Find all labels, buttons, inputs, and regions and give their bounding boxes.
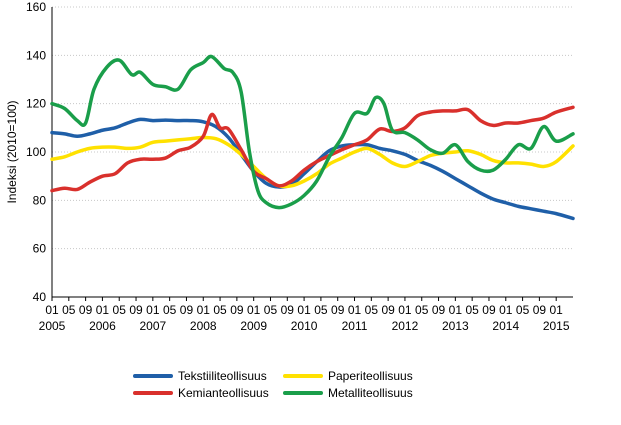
y-axis-ticks: 40 60 80 100 120 140 160 <box>26 0 46 304</box>
x-year-label: 2013 <box>442 319 469 333</box>
x-tick-label: 01 <box>348 303 362 317</box>
x-year-label: 2010 <box>291 319 318 333</box>
series-line-kemianteollisuus <box>50 105 575 193</box>
x-tick-label: 05 <box>62 303 76 317</box>
x-tick-label: 01 <box>297 303 311 317</box>
series-line-metalliteollisuus <box>50 54 575 210</box>
x-tick-label: 05 <box>314 303 328 317</box>
x-tick-label: 09 <box>482 303 496 317</box>
series-lines <box>50 54 575 221</box>
x-tick-label: 01 <box>146 303 160 317</box>
x-tick-label: 09 <box>281 303 295 317</box>
x-year-label: 2009 <box>240 319 267 333</box>
x-tick-label: 09 <box>230 303 244 317</box>
x-tick-label: 05 <box>213 303 227 317</box>
x-tick-label: 09 <box>79 303 93 317</box>
x-tick-label: 05 <box>113 303 127 317</box>
x-tick-label: 05 <box>516 303 530 317</box>
y-tick-label: 80 <box>33 193 47 207</box>
x-year-label: 2007 <box>139 319 166 333</box>
x-year-label: 2005 <box>39 319 66 333</box>
x-year-label: 2014 <box>492 319 519 333</box>
x-tick-label: 05 <box>465 303 479 317</box>
legend: Tekstiiliteollisuus Paperiteollisuus Kemia… <box>133 369 413 400</box>
legend-label: Paperiteollisuus <box>328 369 413 383</box>
x-year-label: 2008 <box>190 319 217 333</box>
x-tick-label: 09 <box>331 303 345 317</box>
x-tick-label: 09 <box>180 303 194 317</box>
x-tick-label: 09 <box>381 303 395 317</box>
y-axis-label: Indeksi (2010=100) <box>5 100 19 203</box>
x-tick-label: 09 <box>432 303 446 317</box>
x-year-label: 2012 <box>392 319 419 333</box>
x-tick-label: 01 <box>550 303 564 317</box>
y-gridlines <box>51 6 573 298</box>
legend-label: Kemianteollisuus <box>178 386 269 400</box>
x-tick-label: 05 <box>415 303 429 317</box>
x-tick-label: 01 <box>247 303 261 317</box>
x-tick-label: 09 <box>533 303 547 317</box>
x-tick-label: 09 <box>129 303 143 317</box>
x-tick-label: 01 <box>398 303 412 317</box>
x-year-label: 2015 <box>543 319 570 333</box>
x-tick-label: 01 <box>96 303 110 317</box>
x-year-label: 2006 <box>89 319 116 333</box>
x-tick-label: 05 <box>365 303 379 317</box>
x-tick-label: 05 <box>163 303 177 317</box>
y-tick-label: 160 <box>26 0 46 14</box>
x-year-label: 2011 <box>342 319 368 333</box>
y-tick-label: 60 <box>33 242 47 256</box>
y-tick-label: 140 <box>26 48 46 62</box>
y-tick-label: 100 <box>26 145 46 159</box>
x-tick-label: 01 <box>449 303 463 317</box>
series-line-paperiteollisuus <box>50 135 575 189</box>
y-tick-label: 120 <box>26 97 46 111</box>
x-tick-label: 05 <box>264 303 278 317</box>
legend-label: Metalliteollisuus <box>328 386 413 400</box>
x-tick-label: 01 <box>499 303 513 317</box>
legend-label: Tekstiiliteollisuus <box>178 369 267 383</box>
x-tick-label: 01 <box>45 303 59 317</box>
y-tick-label: 40 <box>33 290 47 304</box>
x-tick-label: 01 <box>197 303 211 317</box>
